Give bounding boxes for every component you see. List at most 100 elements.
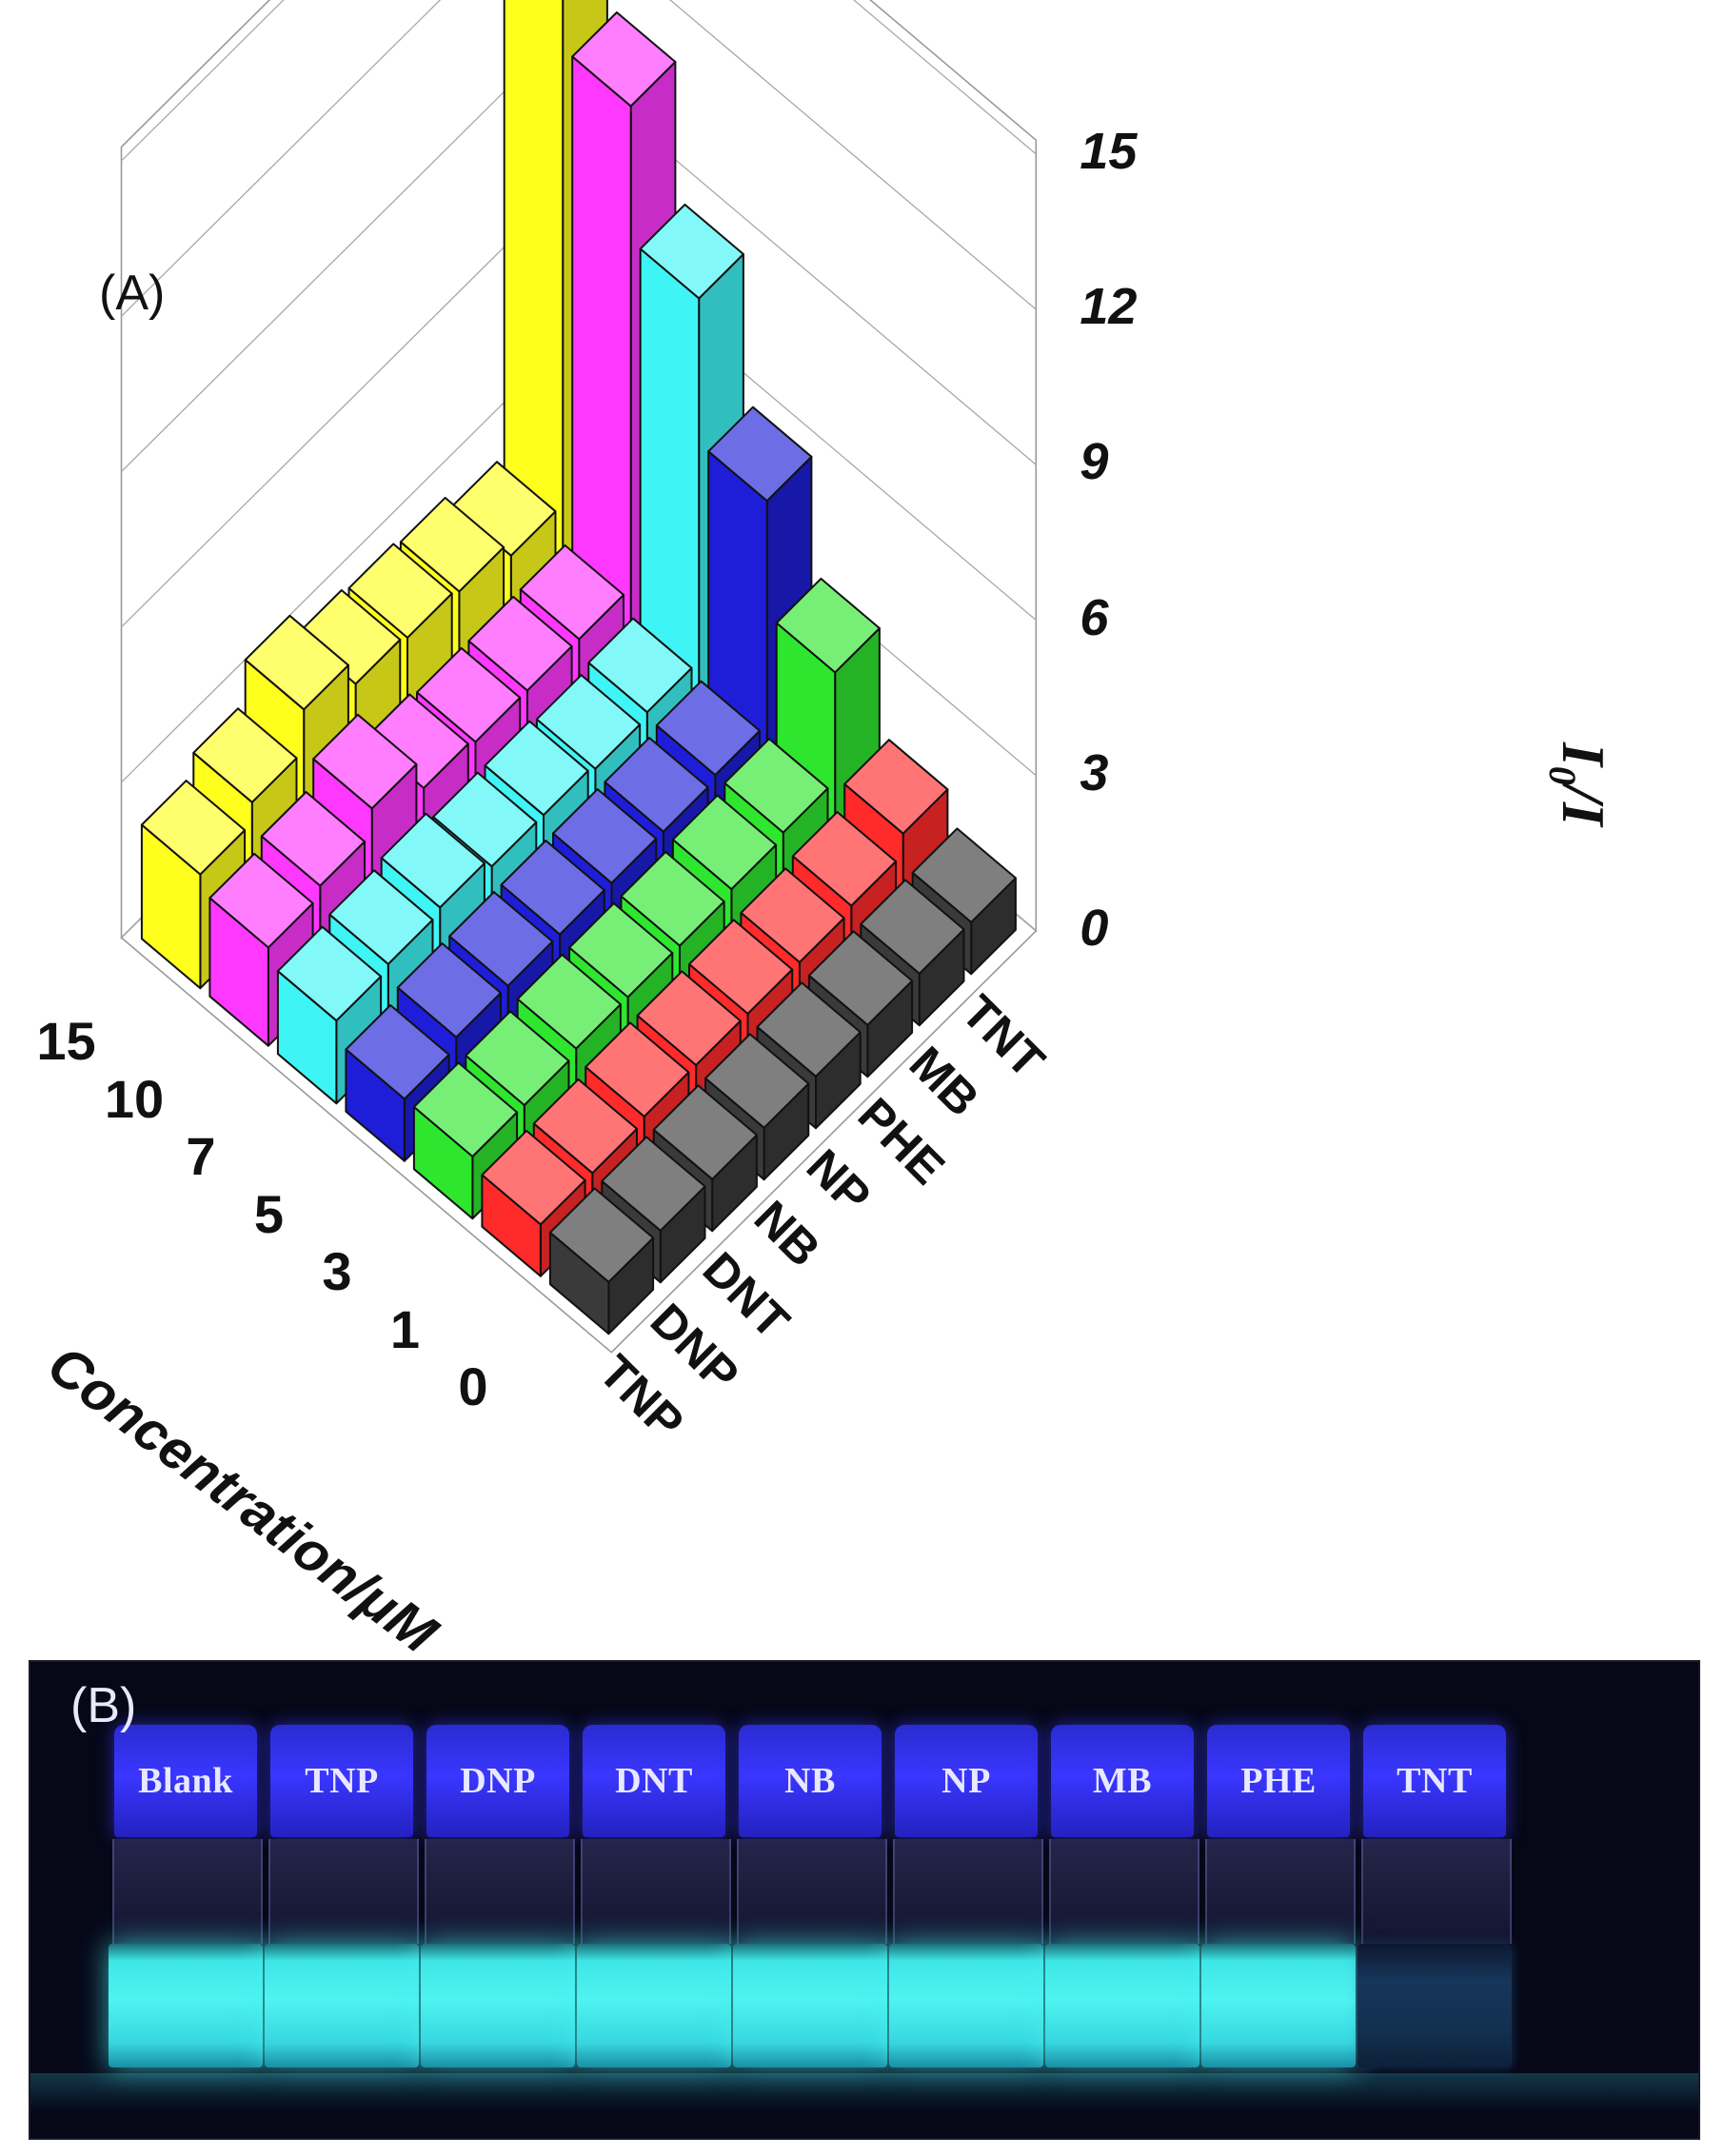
vial: TNP bbox=[265, 1662, 419, 2138]
bar-face-top bbox=[416, 646, 522, 743]
vial: MB bbox=[1045, 1662, 1199, 2138]
vial-solution bbox=[1045, 1944, 1199, 2067]
vial-cap: NB bbox=[739, 1725, 882, 1837]
bar-face-top bbox=[396, 942, 502, 1038]
concentration-tick-label: 1 bbox=[389, 1298, 421, 1359]
bar-face-top bbox=[620, 851, 725, 947]
vial: NB bbox=[733, 1662, 887, 2138]
vial-neck bbox=[268, 1839, 419, 1944]
vial: Blank bbox=[109, 1662, 263, 2138]
gridline bbox=[121, 0, 1037, 317]
vial: DNT bbox=[577, 1662, 731, 2138]
vial-solution bbox=[577, 1944, 731, 2067]
vial-neck bbox=[112, 1839, 263, 1944]
bar-face-top bbox=[465, 1010, 570, 1106]
bar-face-top bbox=[500, 840, 605, 936]
vial-solution bbox=[421, 1944, 575, 2067]
bar-face-top bbox=[484, 720, 589, 817]
bar-face-top bbox=[347, 543, 453, 639]
vial-cap: Blank bbox=[114, 1725, 257, 1837]
z-tick-label: 6 bbox=[1080, 588, 1109, 646]
bar-face-top bbox=[532, 1078, 638, 1175]
bar-face-top bbox=[636, 970, 742, 1066]
vial-cap: TNT bbox=[1363, 1725, 1506, 1837]
vial-cap: DNT bbox=[583, 1725, 725, 1837]
bar-face-top bbox=[671, 794, 778, 891]
vial-reflection bbox=[30, 2073, 1698, 2111]
bar-face-top bbox=[276, 925, 383, 1022]
vial-label: TNT bbox=[1397, 1761, 1473, 1801]
bar-face-top bbox=[535, 674, 642, 770]
z-axis-label-main: I bbox=[1550, 742, 1617, 766]
concentration-tick-label: 3 bbox=[322, 1241, 352, 1302]
bar-face-top bbox=[604, 737, 709, 833]
gridline bbox=[121, 0, 1037, 162]
bar-face-top bbox=[260, 791, 366, 887]
bar-face-top bbox=[601, 1136, 706, 1232]
vial-neck bbox=[1049, 1839, 1199, 1944]
vial-solution bbox=[733, 1944, 887, 2067]
vial-label: DNP bbox=[460, 1761, 536, 1801]
vial-solution bbox=[889, 1944, 1043, 2067]
bar-face-top bbox=[723, 738, 829, 834]
vial-neck bbox=[1205, 1839, 1356, 1944]
z-tick-label: 0 bbox=[1080, 899, 1109, 957]
bar-face-top bbox=[516, 954, 622, 1050]
z-axis-label-sub: 0 bbox=[1541, 765, 1585, 785]
panel-b-photo: (B) Blank TNP DNP DNT NB NP MB PHE TNT bbox=[29, 1660, 1700, 2140]
bar bbox=[276, 925, 383, 1105]
chart-bars bbox=[140, 0, 1017, 1335]
bar-face-top bbox=[807, 930, 914, 1026]
bar-face-top bbox=[860, 879, 965, 975]
bar-face-top bbox=[740, 867, 845, 963]
vial-neck bbox=[581, 1839, 731, 1944]
vial-cap: MB bbox=[1051, 1725, 1194, 1837]
vial-cap: PHE bbox=[1207, 1725, 1350, 1837]
bar-face-top bbox=[571, 11, 677, 108]
bar-face-top bbox=[467, 595, 573, 692]
vial-cap: NP bbox=[895, 1725, 1038, 1837]
bar-face-top bbox=[652, 1084, 758, 1180]
bar-face-top bbox=[399, 496, 505, 593]
bar-face-top bbox=[448, 891, 554, 987]
concentration-tick-label: 7 bbox=[186, 1126, 216, 1187]
vial-label: NB bbox=[784, 1761, 836, 1801]
vial-label: MB bbox=[1092, 1761, 1153, 1801]
vial-neck bbox=[893, 1839, 1043, 1944]
bar bbox=[548, 1187, 655, 1335]
bar-face-top bbox=[655, 680, 761, 777]
concentration-tick-label: 0 bbox=[458, 1356, 488, 1417]
panel-a-label: (A) bbox=[99, 266, 166, 321]
vial-cap: DNP bbox=[426, 1725, 569, 1837]
vial-solution bbox=[1357, 1944, 1512, 2067]
vial-solution bbox=[109, 1944, 263, 2067]
vial-label: NP bbox=[941, 1761, 991, 1801]
bar-face-top bbox=[519, 544, 624, 641]
bar-face-top bbox=[432, 771, 538, 868]
bar-face-top bbox=[481, 1129, 586, 1226]
bar-face-top bbox=[704, 1033, 810, 1129]
vial: DNP bbox=[421, 1662, 575, 2138]
bar-face-top bbox=[208, 852, 314, 949]
z-tick-label: 3 bbox=[1080, 743, 1109, 801]
bar-face-top bbox=[756, 981, 862, 1078]
z-tick-label: 12 bbox=[1080, 278, 1138, 336]
bar-face-top bbox=[775, 577, 881, 674]
concentration-tick-label: 10 bbox=[104, 1068, 165, 1129]
vial: TNT bbox=[1357, 1662, 1512, 2138]
bar-face-top bbox=[548, 1187, 655, 1283]
bar-face-top bbox=[328, 869, 434, 965]
bar-face-top bbox=[568, 902, 674, 999]
panel-b-label: (B) bbox=[70, 1678, 137, 1733]
vial-label: TNP bbox=[305, 1761, 379, 1801]
vial: PHE bbox=[1201, 1662, 1356, 2138]
bar-face-top bbox=[192, 707, 298, 803]
z-axis-label: I0/I bbox=[1540, 742, 1618, 826]
vial-neck bbox=[737, 1839, 887, 1944]
vial: NP bbox=[889, 1662, 1043, 2138]
bar-face-top bbox=[911, 827, 1017, 923]
bar-face-top bbox=[707, 405, 813, 503]
bar-face-top bbox=[587, 617, 693, 714]
vial-solution bbox=[1201, 1944, 1356, 2067]
bar-face-top bbox=[791, 811, 897, 907]
